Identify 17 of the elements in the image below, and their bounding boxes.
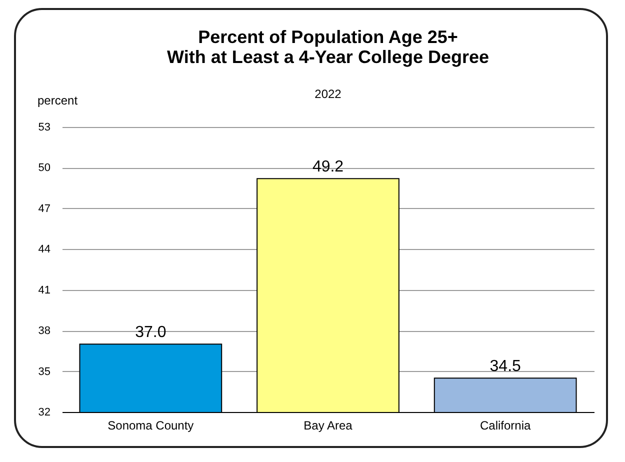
y-tick-label: 47 (38, 202, 50, 215)
y-tick-label: 35 (38, 366, 50, 378)
y-tick-label: 32 (38, 406, 50, 418)
y-tick-label: 50 (38, 162, 50, 174)
x-tick-label: Bay Area (304, 418, 353, 432)
data-label: 37.0 (135, 324, 166, 342)
data-label: 49.2 (312, 158, 344, 176)
y-tick-label: 38 (38, 325, 50, 338)
y-tick-label: 41 (38, 284, 50, 296)
chart-title: Percent of Population Age 25+ With at Least a 4-Year College Degree (167, 27, 489, 67)
data-label: 34.5 (490, 358, 522, 376)
x-tick-label: California (480, 418, 531, 432)
chart-subtitle: 2022 (314, 87, 342, 101)
x-tick-label: Sonoma County (108, 418, 194, 432)
y-tick-label: 53 (38, 122, 50, 134)
y-tick-label: 44 (38, 244, 50, 256)
y-axis-title: percent (38, 94, 78, 108)
